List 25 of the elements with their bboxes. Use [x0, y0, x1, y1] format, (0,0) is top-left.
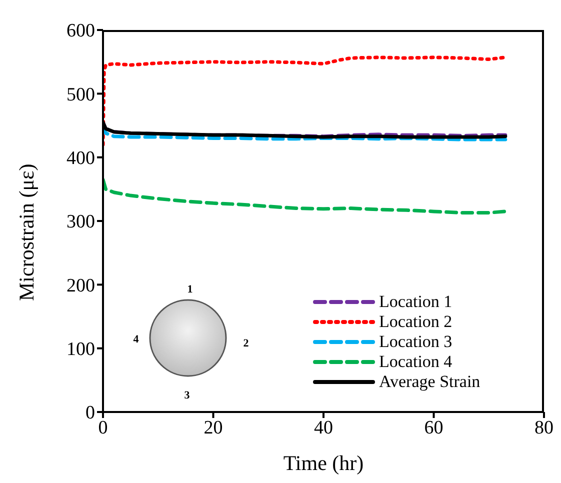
y-tick-label: 0 [86, 402, 95, 424]
x-axis-title: Time (hr) [283, 451, 364, 475]
x-tick-label: 40 [314, 417, 333, 438]
y-tick-label: 600 [66, 20, 95, 42]
annotation: 1 [187, 284, 193, 296]
y-axis-title: Microstrain (με) [14, 164, 38, 301]
annotation: 4 [133, 334, 140, 346]
y-tick-label: 500 [66, 84, 95, 106]
annotation: 2 [243, 338, 250, 350]
x-tick-label: 20 [204, 417, 223, 438]
legend-label: Location 2 [379, 312, 452, 332]
annotation: 3 [184, 390, 190, 402]
y-tick-label: 300 [66, 212, 95, 233]
legend-label: Location 3 [379, 332, 452, 352]
line-series [103, 178, 508, 214]
y-tick-label: 100 [66, 339, 95, 360]
x-tick-label: 0 [98, 417, 108, 438]
x-tick-label: 60 [424, 417, 444, 438]
legend-label: Average Strain [379, 372, 480, 392]
y-tick-label: 400 [66, 148, 95, 170]
x-tick-label: 80 [534, 417, 554, 438]
legend-label: Location 4 [379, 352, 452, 372]
y-tick-label: 200 [66, 275, 95, 296]
legend-label: Location 1 [379, 292, 452, 312]
line-series [103, 56, 508, 146]
